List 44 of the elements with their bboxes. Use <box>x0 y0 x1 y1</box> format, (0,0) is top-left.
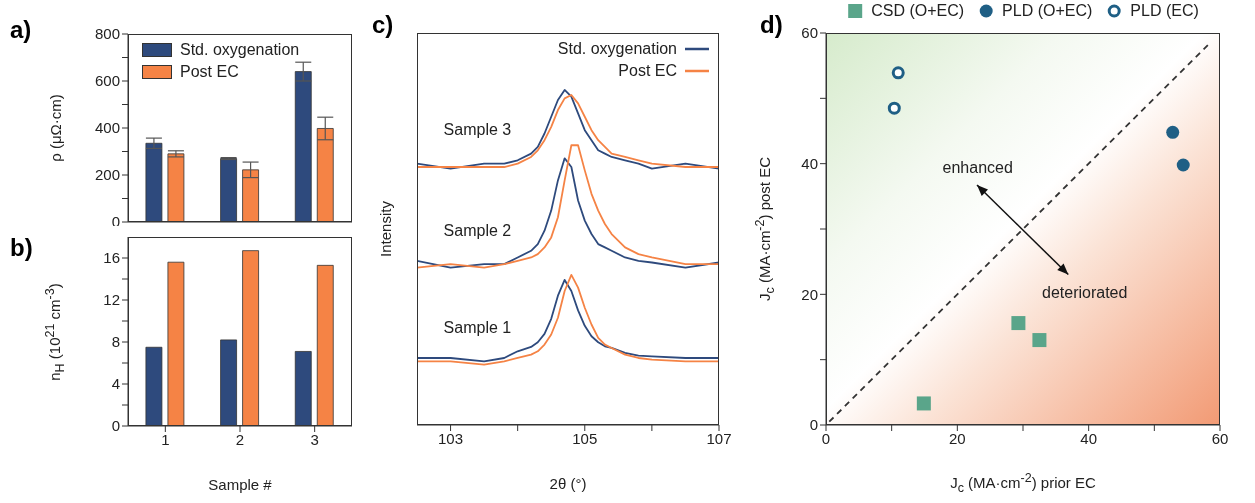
y-tick-label: 12 <box>103 291 120 309</box>
y-tick-label: 60 <box>801 24 818 42</box>
y-axis-title: ρ (μΩ·cm) <box>46 94 64 162</box>
y-tick-label: 0 <box>111 417 120 435</box>
legend-label: PLD (O+EC) <box>1002 1 1093 21</box>
y-tick-label: 8 <box>111 333 120 351</box>
annotation: deteriorated <box>1042 284 1128 303</box>
y-tick-label: 0 <box>809 416 818 434</box>
chart-title: b) <box>10 234 33 262</box>
y-tick-label: 16 <box>103 249 120 267</box>
x-tick-label: 2 <box>235 430 245 448</box>
chart-title: c) <box>372 11 394 39</box>
x-tick-label: 3 <box>310 430 319 448</box>
x-tick-label: 40 <box>1080 429 1098 447</box>
x-axis-title: 2θ (°) <box>549 474 587 492</box>
x-tick-label: 103 <box>438 429 464 447</box>
legend-label: PLD (EC) <box>1130 1 1199 21</box>
x-axis-title: Sample # <box>208 475 272 493</box>
y-tick-label: 40 <box>801 154 818 172</box>
legend-label: Post EC <box>618 61 677 81</box>
x-tick-label: 105 <box>572 429 598 447</box>
x-tick-label: 60 <box>1211 429 1229 447</box>
chart-title: a) <box>10 16 32 44</box>
legend-label: Std. oxygenation <box>557 39 677 59</box>
y-tick-label: 400 <box>94 119 120 137</box>
y-axis-title: Intensity <box>376 201 394 257</box>
y-tick-label: 20 <box>801 285 818 303</box>
annotation: Sample 1 <box>443 318 512 337</box>
x-tick-label: 0 <box>821 429 831 447</box>
annotation: Sample 2 <box>443 221 512 240</box>
x-tick-label: 1 <box>161 430 170 448</box>
x-axis-title: J$_{c}$ (MA·cm$^{-2}$) prior EC <box>950 471 1096 495</box>
x-tick-label: 20 <box>948 429 966 447</box>
annotation: Sample 3 <box>443 121 512 140</box>
y-tick-label: 200 <box>94 166 120 184</box>
legend-label: CSD (O+EC) <box>871 1 965 21</box>
legend-label: Std. oxygenation <box>180 40 300 60</box>
legend-label: Post EC <box>180 62 239 82</box>
y-tick-label: 800 <box>94 25 120 43</box>
annotation: enhanced <box>942 159 1013 178</box>
y-tick-label: 4 <box>111 375 120 393</box>
x-tick-label: 107 <box>706 429 732 447</box>
chart-title: d) <box>760 11 783 39</box>
y-tick-label: 600 <box>94 72 120 90</box>
